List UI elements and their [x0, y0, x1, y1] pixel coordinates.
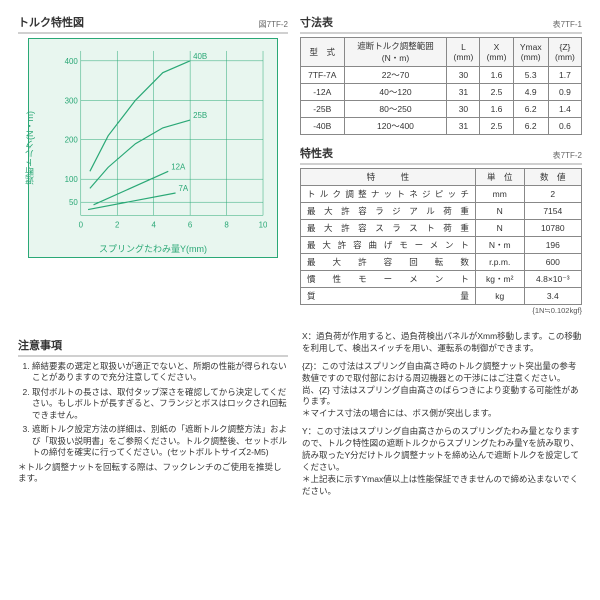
notes-list: 締結要素の選定と取扱いが適正でないと、所期の性能が得られないことがありますので充… [18, 361, 288, 459]
notes-foot: ＊トルク調整ナットを回転する際は、フックレンチのご使用を推奨します。 [18, 462, 288, 485]
chart-plot: 0 2 4 6 8 10 50 100 200 300 400 7A 12A 25B 40B [59, 47, 267, 229]
dim-table-title: 寸法表 表7TF-1 [300, 14, 582, 34]
svg-text:7A: 7A [179, 184, 189, 193]
svg-text:12A: 12A [171, 162, 186, 171]
char-table-title: 特性表 表7TF-2 [300, 145, 582, 165]
notes-item: 取付ボルトの長さは、取付タップ深さを確認してから決定してください。もしボルトが長… [32, 387, 288, 421]
notes-item: 締結要素の選定と取扱いが適正でないと、所期の性能が得られないことがありますので充… [32, 361, 288, 384]
svg-text:25B: 25B [193, 111, 207, 120]
svg-text:50: 50 [69, 198, 78, 207]
svg-text:40B: 40B [193, 52, 207, 61]
legend-y: Y：この寸法はスプリング自由高さからのスプリングたわみ量となりますので、トルク特… [302, 426, 582, 497]
svg-text:6: 6 [188, 220, 193, 229]
char-footnote: {1N≒0.102kgf} [300, 306, 582, 315]
legend-x: X：過負荷が作用すると、過負荷検出パネルがXmm移動します。この移動を利用して、… [302, 331, 582, 355]
svg-text:400: 400 [65, 57, 79, 66]
notes-item: 遮断トルク設定方法の詳細は、別紙の「遮断トルク調整方法」および「取扱い説明書」を… [32, 424, 288, 458]
svg-text:0: 0 [79, 220, 84, 229]
legend-z: {Z}：この寸法はスプリング自由高さ時のトルク調整ナット突出量の参考数値ですので… [302, 361, 582, 420]
chart-xlabel: スプリングたわみ量Y(mm) [99, 242, 207, 255]
svg-text:4: 4 [151, 220, 156, 229]
chart-fig-label: 図7TF-2 [259, 19, 288, 30]
characteristics-table: 特 性単 位数 値トルク調整ナットネジピッチmm2最大許容ラジアル荷重N7154… [300, 168, 582, 305]
notes-title: 注意事項 [18, 337, 288, 357]
dimension-table: 型 式遮断トルク調整範囲(N・m)L(mm)X(mm)Ymax(mm){Z}(m… [300, 37, 582, 135]
svg-text:10: 10 [259, 220, 267, 229]
svg-text:200: 200 [65, 136, 79, 145]
svg-text:2: 2 [115, 220, 119, 229]
svg-text:100: 100 [65, 175, 79, 184]
torque-chart: 遮断トルク(N・m) 0246810501002003004007A12A25B… [28, 38, 278, 258]
svg-text:300: 300 [65, 96, 79, 105]
svg-text:8: 8 [224, 220, 229, 229]
legend-notes: X：過負荷が作用すると、過負荷検出パネルがXmm移動します。この移動を利用して、… [302, 331, 582, 504]
chart-ylabel: 遮断トルク(N・m) [23, 111, 36, 185]
chart-title: トルク特性図 図7TF-2 [18, 14, 288, 34]
